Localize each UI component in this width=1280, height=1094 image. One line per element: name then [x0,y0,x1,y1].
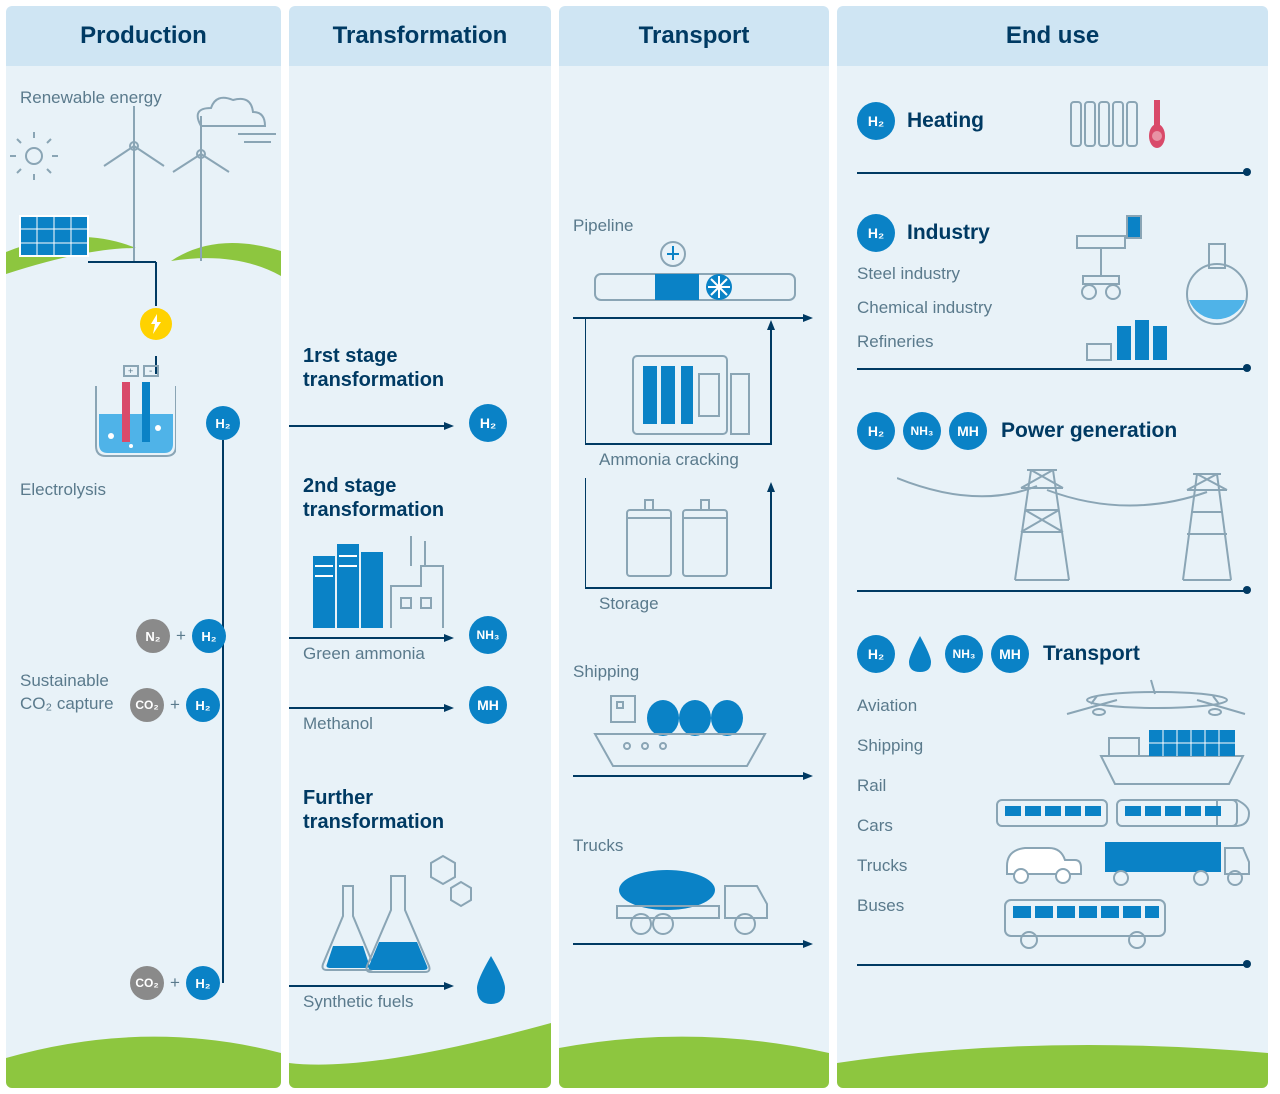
stage2-title: 2nd stage transformation [303,474,444,522]
mh-out-badge: MH [469,686,507,724]
stage1-l1: 1rst stage [303,345,398,367]
arrow-cracking [585,316,825,486]
green-ammonia-label: Green ammonia [303,644,425,664]
pipeline-icon [585,236,805,316]
diagram-container: Production Renewable energy [0,0,1280,1094]
column-transformation: Transformation 1rst stage transformation… [289,6,551,1088]
stage3-l2: transformation [303,811,444,833]
synfuel-label: Synthetic fuels [303,992,414,1012]
co2-h2-row-1: CO₂ + H₂ [130,688,220,722]
n2-badge: N₂ [136,619,170,653]
power-sep [857,590,1247,592]
col-header-production: Production [6,6,281,66]
n2-h2-row: N₂ + H₂ [136,619,226,653]
power-dot [1243,586,1251,594]
power-title: Power generation [1001,419,1177,443]
col-header-transformation: Transformation [289,6,551,66]
co2-h2-row-2: CO₂ + H₂ [130,966,220,1000]
co2-badge-1: CO₂ [130,688,164,722]
arrow-shipping [573,772,823,782]
industry-h2-badge: H₂ [857,214,895,252]
arrow-trucks [573,940,823,950]
stage3-title: Further transformation [303,786,444,834]
industry-icons [1067,206,1257,366]
tr-item-3: Cars [857,816,893,836]
plus-2: + [170,695,180,715]
tr-item-2: Rail [857,776,886,796]
power-mh-badge: MH [949,412,987,450]
col-header-enduse: End use [837,6,1268,66]
industry-item-1: Chemical industry [857,298,992,318]
ship-icon [587,686,787,776]
stage1-title: 1rst stage transformation [303,344,444,392]
pylon-icon [897,460,1237,590]
transport-sep [857,964,1247,966]
power-h2-badge: H₂ [857,412,895,450]
trucks-label: Trucks [573,836,623,856]
svg-text:-: - [149,366,152,377]
power-nh3-badge: NH₃ [903,412,941,450]
industry-sep [857,368,1247,370]
fuel-drop-badge [469,954,513,1006]
col-header-transport: Transport [559,6,829,66]
stage2-l1: 2nd stage [303,475,396,497]
transport-dot [1243,960,1251,968]
shipping-label: Shipping [573,662,639,682]
tr-item-5: Buses [857,896,904,916]
heating-h2-badge: H₂ [857,102,895,140]
renewable-scene [6,76,281,306]
heating-row: H₂ Heating [857,102,984,140]
plus-3: + [170,973,180,993]
transport-row: H₂ NH₃ MH Transport [857,634,1140,674]
h2-badge-4: H₂ [186,966,220,1000]
tr-title: Transport [1043,642,1140,666]
svg-text:+: + [128,366,133,376]
arrow-storage [585,478,825,598]
heating-sep [857,172,1247,174]
nh3-out-badge: NH₃ [469,616,507,654]
column-transport: Transport Pipeline Ammonia cracking [559,6,829,1088]
lightning-icon [140,308,172,340]
co2-capture-l1: Sustainable [20,671,109,691]
stage3-l1: Further [303,787,373,809]
tr-mh-badge: MH [991,635,1029,673]
ammonia-plant-icon [303,526,483,636]
industry-item-0: Steel industry [857,264,960,284]
methanol-label: Methanol [303,714,373,734]
co2-capture-l2: CO₂ capture [20,694,114,714]
stage2-l2: transformation [303,499,444,521]
industry-row: H₂ Industry [857,214,990,252]
pipeline-label: Pipeline [573,216,634,236]
grass-bottom-1 [6,1018,281,1088]
tr-item-1: Shipping [857,736,923,756]
tr-nh3-badge: NH₃ [945,635,983,673]
plus-1: + [176,626,186,646]
h2-out-badge: H₂ [469,404,507,442]
tr-drop-badge [903,634,937,674]
industry-title: Industry [907,221,990,245]
heating-title: Heating [907,109,984,133]
grass-bottom-4 [837,1033,1268,1088]
tr-item-4: Trucks [857,856,907,876]
grass-bottom-3 [559,1028,829,1088]
stage1-l2: transformation [303,369,444,391]
production-spine [6,423,281,1023]
co2-badge-2: CO₂ [130,966,164,1000]
column-enduse: End use H₂ Heating H₂ Industry Steel ind… [837,6,1268,1088]
tr-h2-badge: H₂ [857,635,895,673]
truck-icon [607,866,787,946]
h2-badge-3: H₂ [186,688,220,722]
transport-vehicles [987,676,1257,976]
tr-item-0: Aviation [857,696,917,716]
radiator-icon [1067,94,1177,154]
h2-badge-2: H₂ [192,619,226,653]
grass-bottom-2 [289,1018,551,1088]
industry-dot [1243,364,1251,372]
power-row: H₂ NH₃ MH Power generation [857,412,1177,450]
heating-dot [1243,168,1251,176]
industry-item-2: Refineries [857,332,934,352]
column-production: Production Renewable energy [6,6,281,1088]
